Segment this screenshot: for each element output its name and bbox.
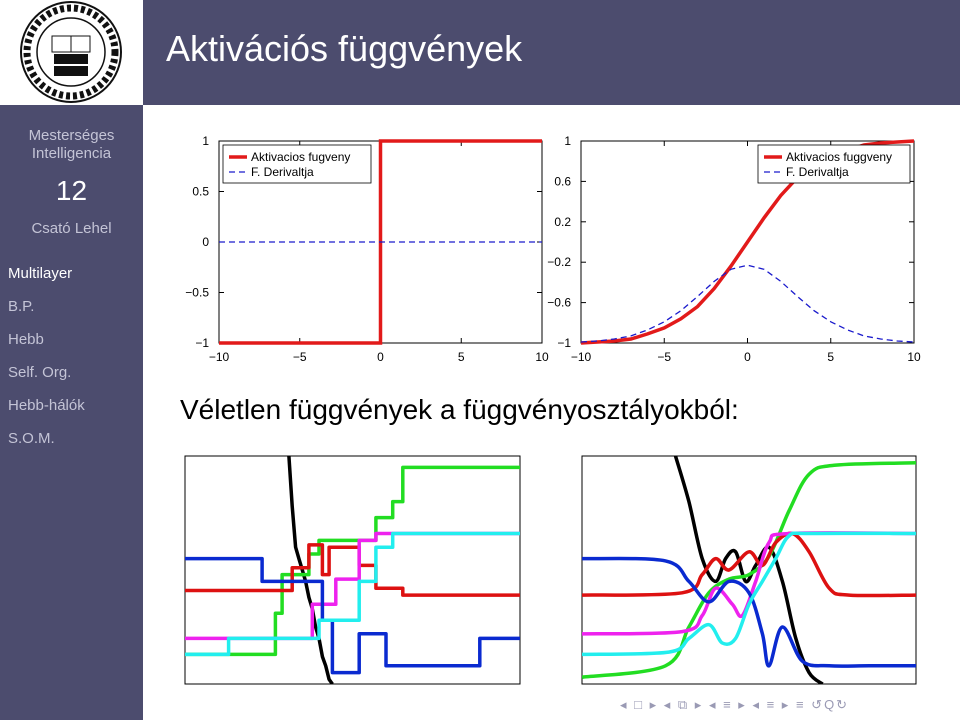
random-function-line	[582, 531, 916, 636]
nav-item-hebb-halok[interactable]: Hebb-hálók	[8, 397, 85, 414]
nav-subsection-icon[interactable]: ◂ ≡ ▸	[752, 697, 791, 712]
chart-3	[184, 455, 521, 685]
legend-box	[757, 144, 911, 184]
x-tick-label: 0	[377, 350, 384, 364]
nav-item-bp[interactable]: B.P.	[8, 298, 35, 315]
random-function-line	[287, 456, 334, 684]
course-title-line1: Mesterséges	[28, 127, 115, 144]
x-tick-label: 5	[827, 350, 834, 364]
y-tick-label: 0.2	[554, 215, 571, 229]
x-tick-label: 0	[744, 350, 751, 364]
nav-search-icon[interactable]: ↺Q↻	[811, 697, 850, 712]
lecture-number[interactable]: 12	[55, 175, 88, 206]
legend-label: F. Derivaltja	[786, 165, 849, 179]
nav-prev-icon[interactable]: ◂ □ ▸	[620, 697, 659, 712]
course-title-line2: Intelligencia	[31, 145, 112, 162]
y-tick-label: 0.5	[192, 185, 209, 199]
nav-section-icon[interactable]: ◂ ≡ ▸	[708, 697, 747, 712]
legend-label: Aktivacios fuggveny	[786, 150, 892, 164]
header-bar	[0, 0, 960, 105]
slide-title: Aktivációs függvények	[166, 28, 523, 69]
x-tick-label: −10	[209, 350, 230, 364]
chart-2: −10 −5 0 5 10 −1 −0.6 −0.2 0.2 0.6 1 Aktivacios fug…	[547, 134, 921, 364]
nav-item-multilayer[interactable]: Multilayer	[8, 265, 73, 282]
series-group	[185, 456, 520, 684]
y-tick-label: −1	[195, 336, 209, 350]
university-logo	[0, 0, 143, 105]
x-tick-label: 10	[907, 350, 921, 364]
chart-1: −10 −5 0 5 10 −1 −0.5 0 0.5 1 Aktivacios fugvenyF.…	[185, 134, 549, 364]
author-name[interactable]: Csató Lehel	[31, 220, 112, 237]
plot-frame	[184, 455, 521, 685]
random-function-line	[673, 456, 824, 684]
legend-label: Aktivacios fugveny	[251, 150, 350, 164]
random-function-line	[185, 531, 520, 641]
random-function-line	[582, 531, 916, 657]
x-tick-label: 5	[458, 350, 465, 364]
nav-item-hebb[interactable]: Hebb	[8, 331, 44, 348]
university-seal-icon	[20, 1, 122, 103]
random-function-line	[185, 543, 520, 597]
series-line-derivative	[580, 264, 915, 343]
x-tick-label: −5	[657, 350, 671, 364]
random-function-line	[582, 531, 916, 598]
legend-label: F. Derivaltja	[251, 165, 314, 179]
y-tick-label: −0.5	[185, 286, 209, 300]
y-tick-label: −0.6	[547, 296, 571, 310]
x-tick-label: −10	[571, 350, 592, 364]
sidebar: Mesterséges Intelligencia 12 Csató Lehel…	[0, 105, 143, 720]
legend-box	[222, 144, 372, 184]
course-title[interactable]: Mesterséges Intelligencia	[0, 127, 143, 163]
y-tick-label: 0.6	[554, 174, 571, 188]
chart-4	[581, 455, 917, 685]
random-function-line	[185, 465, 520, 657]
nav-align-icon[interactable]: ≡	[795, 697, 806, 712]
y-tick-label: 0	[202, 235, 209, 249]
x-tick-label: 10	[535, 350, 549, 364]
y-tick-label: −1	[557, 336, 571, 350]
nav-frame-icon[interactable]: ◂ ⧉ ▸	[663, 697, 704, 712]
y-tick-label: 1	[202, 134, 209, 148]
x-tick-label: −5	[293, 350, 307, 364]
series-group	[582, 456, 916, 684]
nav-item-som[interactable]: S.O.M.	[8, 430, 55, 447]
plot-frame	[581, 455, 917, 685]
random-function-line	[185, 531, 520, 657]
random-function-line	[185, 556, 520, 675]
random-function-line	[582, 556, 916, 668]
y-tick-label: 1	[564, 134, 571, 148]
nav-item-self-org[interactable]: Self. Org.	[8, 364, 72, 381]
beamer-navigation[interactable]: ◂ □ ▸ ◂ ⧉ ▸ ◂ ≡ ▸ ◂ ≡ ▸ ≡ ↺Q↻	[620, 697, 849, 713]
subheading: Véletlen függvények a függvényosztályokb…	[180, 394, 739, 425]
y-tick-label: −0.2	[547, 255, 571, 269]
